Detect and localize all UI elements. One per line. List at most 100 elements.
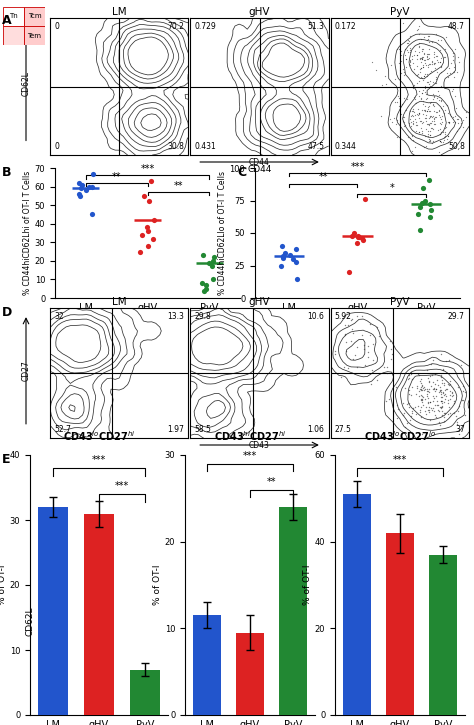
Point	[82, 184, 90, 196]
Point	[453, 125, 461, 136]
Text: Tn: Tn	[9, 14, 18, 20]
Point	[412, 388, 420, 399]
Y-axis label: % CD44hiCD62Llo of OT-I T Cells: % CD44hiCD62Llo of OT-I T Cells	[218, 171, 227, 295]
Point	[372, 65, 380, 76]
Point	[423, 384, 431, 395]
Point	[79, 179, 86, 191]
Point	[450, 62, 457, 73]
Text: 27.5: 27.5	[335, 425, 352, 434]
Point	[453, 102, 460, 114]
Point	[431, 118, 439, 130]
Point	[427, 381, 435, 392]
Text: 0.172: 0.172	[335, 22, 356, 31]
Point	[421, 405, 429, 417]
Point	[428, 112, 436, 123]
Point	[440, 411, 448, 423]
Point	[405, 35, 413, 46]
Point	[459, 385, 467, 397]
Point	[400, 63, 407, 75]
Point	[405, 117, 413, 129]
Point	[436, 44, 443, 56]
Point	[409, 373, 416, 385]
Point	[438, 384, 445, 395]
Point	[457, 117, 465, 128]
Point	[444, 71, 452, 83]
Point	[391, 73, 399, 85]
Point	[451, 395, 458, 407]
Point	[410, 79, 418, 91]
Point	[403, 94, 410, 105]
Point	[438, 391, 446, 402]
Point	[293, 273, 301, 284]
Point	[368, 364, 376, 376]
Point	[426, 212, 433, 223]
Point	[418, 56, 425, 67]
Point	[277, 260, 285, 271]
Point	[444, 408, 452, 420]
Point	[448, 386, 456, 398]
Point	[434, 378, 442, 390]
Point	[417, 51, 424, 63]
Point	[439, 364, 447, 376]
Point	[450, 397, 457, 409]
Point	[456, 56, 463, 67]
Point	[441, 44, 448, 55]
Point	[422, 140, 429, 152]
Point	[89, 167, 96, 179]
Point	[351, 349, 359, 360]
Point	[456, 400, 463, 412]
Point	[404, 46, 412, 57]
Point	[413, 53, 420, 65]
Point	[424, 101, 432, 112]
Point	[409, 109, 416, 121]
Point	[417, 115, 424, 127]
Point	[418, 87, 426, 99]
Point	[436, 56, 444, 67]
Point	[438, 94, 445, 106]
Point	[436, 384, 444, 395]
Point	[434, 399, 441, 410]
Point	[432, 106, 440, 117]
Point	[424, 130, 432, 142]
Point	[413, 408, 420, 420]
Point	[448, 85, 456, 96]
Point	[432, 72, 440, 83]
Point	[415, 126, 423, 138]
Point	[432, 384, 440, 395]
Y-axis label: % of OT-I: % of OT-I	[153, 565, 162, 605]
Point	[423, 93, 430, 104]
Point	[438, 396, 446, 407]
Point	[417, 72, 424, 83]
Point	[426, 396, 434, 407]
Point	[425, 402, 433, 413]
Point	[447, 67, 454, 78]
Point	[395, 101, 403, 112]
Point	[438, 397, 446, 409]
Point	[416, 369, 423, 381]
Point	[404, 131, 412, 143]
Point	[446, 393, 454, 405]
Point	[418, 115, 425, 126]
Point	[447, 57, 455, 69]
Point	[438, 66, 445, 78]
Point	[419, 44, 427, 55]
Point	[421, 100, 428, 112]
Point	[438, 102, 445, 114]
Point	[458, 394, 466, 406]
Point	[410, 117, 417, 129]
Point	[428, 96, 435, 107]
Point	[408, 116, 415, 128]
Point	[452, 410, 460, 422]
Point	[418, 381, 425, 393]
Point	[433, 92, 441, 104]
Point	[427, 136, 434, 147]
Title: gHV: gHV	[249, 7, 270, 17]
Point	[446, 378, 454, 389]
Point	[406, 414, 413, 426]
Text: **: **	[173, 181, 183, 191]
Point	[419, 104, 426, 116]
Point	[427, 129, 434, 141]
Point	[444, 136, 451, 148]
Point	[419, 87, 426, 99]
Text: C: C	[237, 166, 246, 179]
